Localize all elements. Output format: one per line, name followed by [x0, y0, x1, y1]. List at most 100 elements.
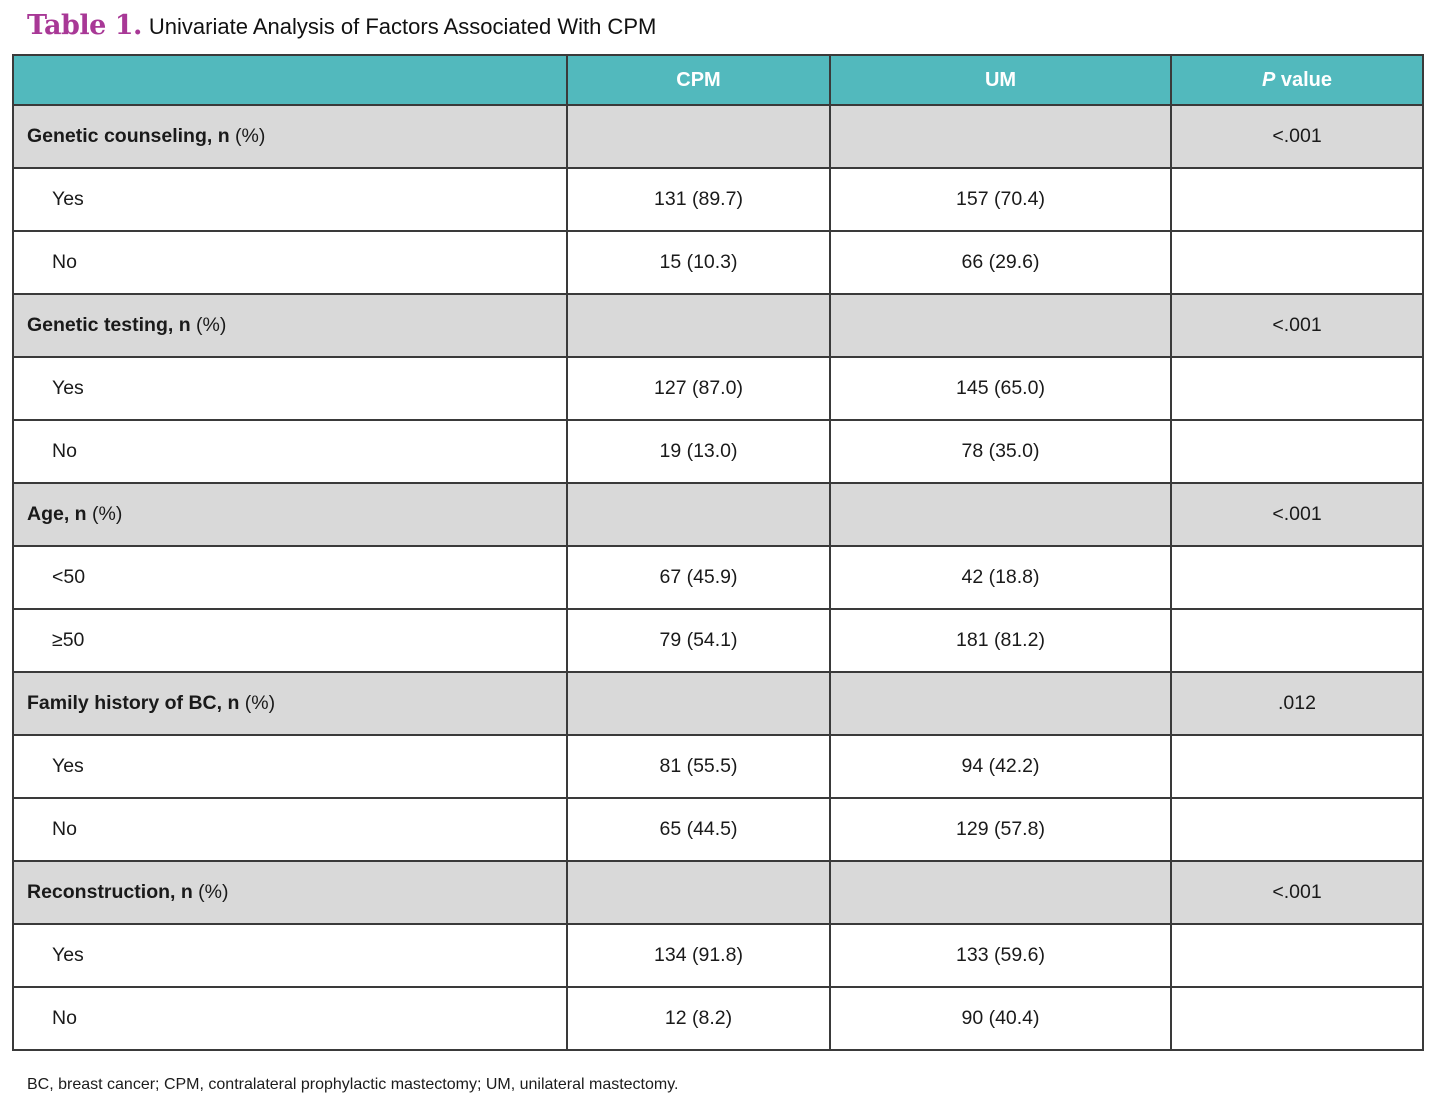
cpm-value: 67 (45.9): [566, 545, 831, 610]
table-title-label: Table 1.: [27, 10, 142, 41]
section-um-cell: [829, 293, 1172, 358]
pvalue-empty-cell: [1170, 797, 1424, 862]
section-pvalue-cell: <.001: [1170, 293, 1424, 358]
section-label: Family history of BC, n (%): [12, 671, 568, 736]
section-pvalue-cell: .012: [1170, 671, 1424, 736]
section-cpm-cell: [566, 860, 831, 925]
section-pvalue-cell: <.001: [1170, 860, 1424, 925]
section-label: Age, n (%): [12, 482, 568, 547]
section-label-bold: Genetic testing, n: [27, 314, 191, 336]
data-row: Yes 134 (91.8) 133 (59.6): [12, 923, 1424, 988]
data-row: Yes 127 (87.0) 145 (65.0): [12, 356, 1424, 421]
cpm-value: 131 (89.7): [566, 167, 831, 232]
data-row: ≥50 79 (54.1) 181 (81.2): [12, 608, 1424, 673]
row-label: No: [12, 230, 568, 295]
data-row: Yes 131 (89.7) 157 (70.4): [12, 167, 1424, 232]
cpm-value: 79 (54.1): [566, 608, 831, 673]
section-header-row: Genetic counseling, n (%) <.001: [12, 104, 1424, 169]
data-row: No 19 (13.0) 78 (35.0): [12, 419, 1424, 484]
section-pvalue-cell: <.001: [1170, 482, 1424, 547]
cpm-value: 65 (44.5): [566, 797, 831, 862]
section-label-unit: (%): [190, 314, 227, 336]
row-label: No: [12, 986, 568, 1051]
um-value: 181 (81.2): [829, 608, 1172, 673]
data-row: No 12 (8.2) 90 (40.4): [12, 986, 1424, 1051]
section-label-bold: Reconstruction, n: [27, 881, 193, 903]
section-label-unit: (%): [239, 692, 276, 714]
section-header-row: Age, n (%) <.001: [12, 482, 1424, 547]
pvalue-empty-cell: [1170, 923, 1424, 988]
section-label-bold: Family history of BC, n: [27, 692, 240, 714]
row-label: Yes: [12, 923, 568, 988]
um-value: 90 (40.4): [829, 986, 1172, 1051]
header-cell-cpm: CPM: [566, 54, 831, 106]
section-pvalue-cell: <.001: [1170, 104, 1424, 169]
section-um-cell: [829, 104, 1172, 169]
data-row: <50 67 (45.9) 42 (18.8): [12, 545, 1424, 610]
section-header-row: Genetic testing, n (%) <.001: [12, 293, 1424, 358]
table-title-text: Univariate Analysis of Factors Associate…: [148, 14, 657, 39]
section-label-unit: (%): [229, 125, 266, 147]
table-title: Table 1. Univariate Analysis of Factors A…: [27, 10, 1424, 41]
pvalue-empty-cell: [1170, 734, 1424, 799]
um-value: 157 (70.4): [829, 167, 1172, 232]
section-header-row: Reconstruction, n (%) <.001: [12, 860, 1424, 925]
section-label-bold: Genetic counseling, n: [27, 125, 230, 147]
cpm-value: 134 (91.8): [566, 923, 831, 988]
section-label-unit: (%): [86, 503, 123, 525]
header-cell-um: UM: [829, 54, 1172, 106]
section-cpm-cell: [566, 293, 831, 358]
pvalue-empty-cell: [1170, 608, 1424, 673]
row-label: Yes: [12, 734, 568, 799]
pvalue-empty-cell: [1170, 230, 1424, 295]
um-value: 42 (18.8): [829, 545, 1172, 610]
section-label: Genetic counseling, n (%): [12, 104, 568, 169]
data-row: No 15 (10.3) 66 (29.6): [12, 230, 1424, 295]
row-label: ≥50: [12, 608, 568, 673]
um-value: 145 (65.0): [829, 356, 1172, 421]
pvalue-empty-cell: [1170, 419, 1424, 484]
section-cpm-cell: [566, 482, 831, 547]
row-label: No: [12, 419, 568, 484]
cpm-value: 12 (8.2): [566, 986, 831, 1051]
cpm-value: 15 (10.3): [566, 230, 831, 295]
table-header: CPM UM P value: [12, 54, 1424, 106]
section-header-row: Family history of BC, n (%) .012: [12, 671, 1424, 736]
data-row: No 65 (44.5) 129 (57.8): [12, 797, 1424, 862]
row-label: Yes: [12, 167, 568, 232]
section-um-cell: [829, 482, 1172, 547]
section-label: Genetic testing, n (%): [12, 293, 568, 358]
section-label-unit: (%): [192, 881, 229, 903]
row-label: <50: [12, 545, 568, 610]
header-cell-blank: [12, 54, 568, 106]
cpm-value: 127 (87.0): [566, 356, 831, 421]
section-cpm-cell: [566, 104, 831, 169]
um-value: 78 (35.0): [829, 419, 1172, 484]
p-value-rest-part: value: [1275, 68, 1333, 91]
pvalue-empty-cell: [1170, 167, 1424, 232]
um-value: 129 (57.8): [829, 797, 1172, 862]
section-um-cell: [829, 860, 1172, 925]
table-body: Genetic counseling, n (%) <.001 Yes 131 (89…: [12, 104, 1424, 1051]
section-um-cell: [829, 671, 1172, 736]
section-cpm-cell: [566, 671, 831, 736]
pvalue-empty-cell: [1170, 986, 1424, 1051]
pvalue-empty-cell: [1170, 545, 1424, 610]
um-value: 94 (42.2): [829, 734, 1172, 799]
data-row: Yes 81 (55.5) 94 (42.2): [12, 734, 1424, 799]
cpm-value: 19 (13.0): [566, 419, 831, 484]
univariate-analysis-table: CPM UM P value Genetic counseling, n (%)…: [12, 54, 1424, 1051]
um-value: 66 (29.6): [829, 230, 1172, 295]
p-value-italic-part: P: [1261, 68, 1276, 91]
header-row: CPM UM P value: [12, 54, 1424, 106]
section-label: Reconstruction, n (%): [12, 860, 568, 925]
section-label-bold: Age, n: [27, 503, 87, 525]
table-footnote: BC, breast cancer; CPM, contralateral pr…: [27, 1076, 679, 1093]
header-cell-pvalue: P value: [1170, 54, 1424, 106]
um-value: 133 (59.6): [829, 923, 1172, 988]
pvalue-empty-cell: [1170, 356, 1424, 421]
cpm-value: 81 (55.5): [566, 734, 831, 799]
row-label: Yes: [12, 356, 568, 421]
row-label: No: [12, 797, 568, 862]
